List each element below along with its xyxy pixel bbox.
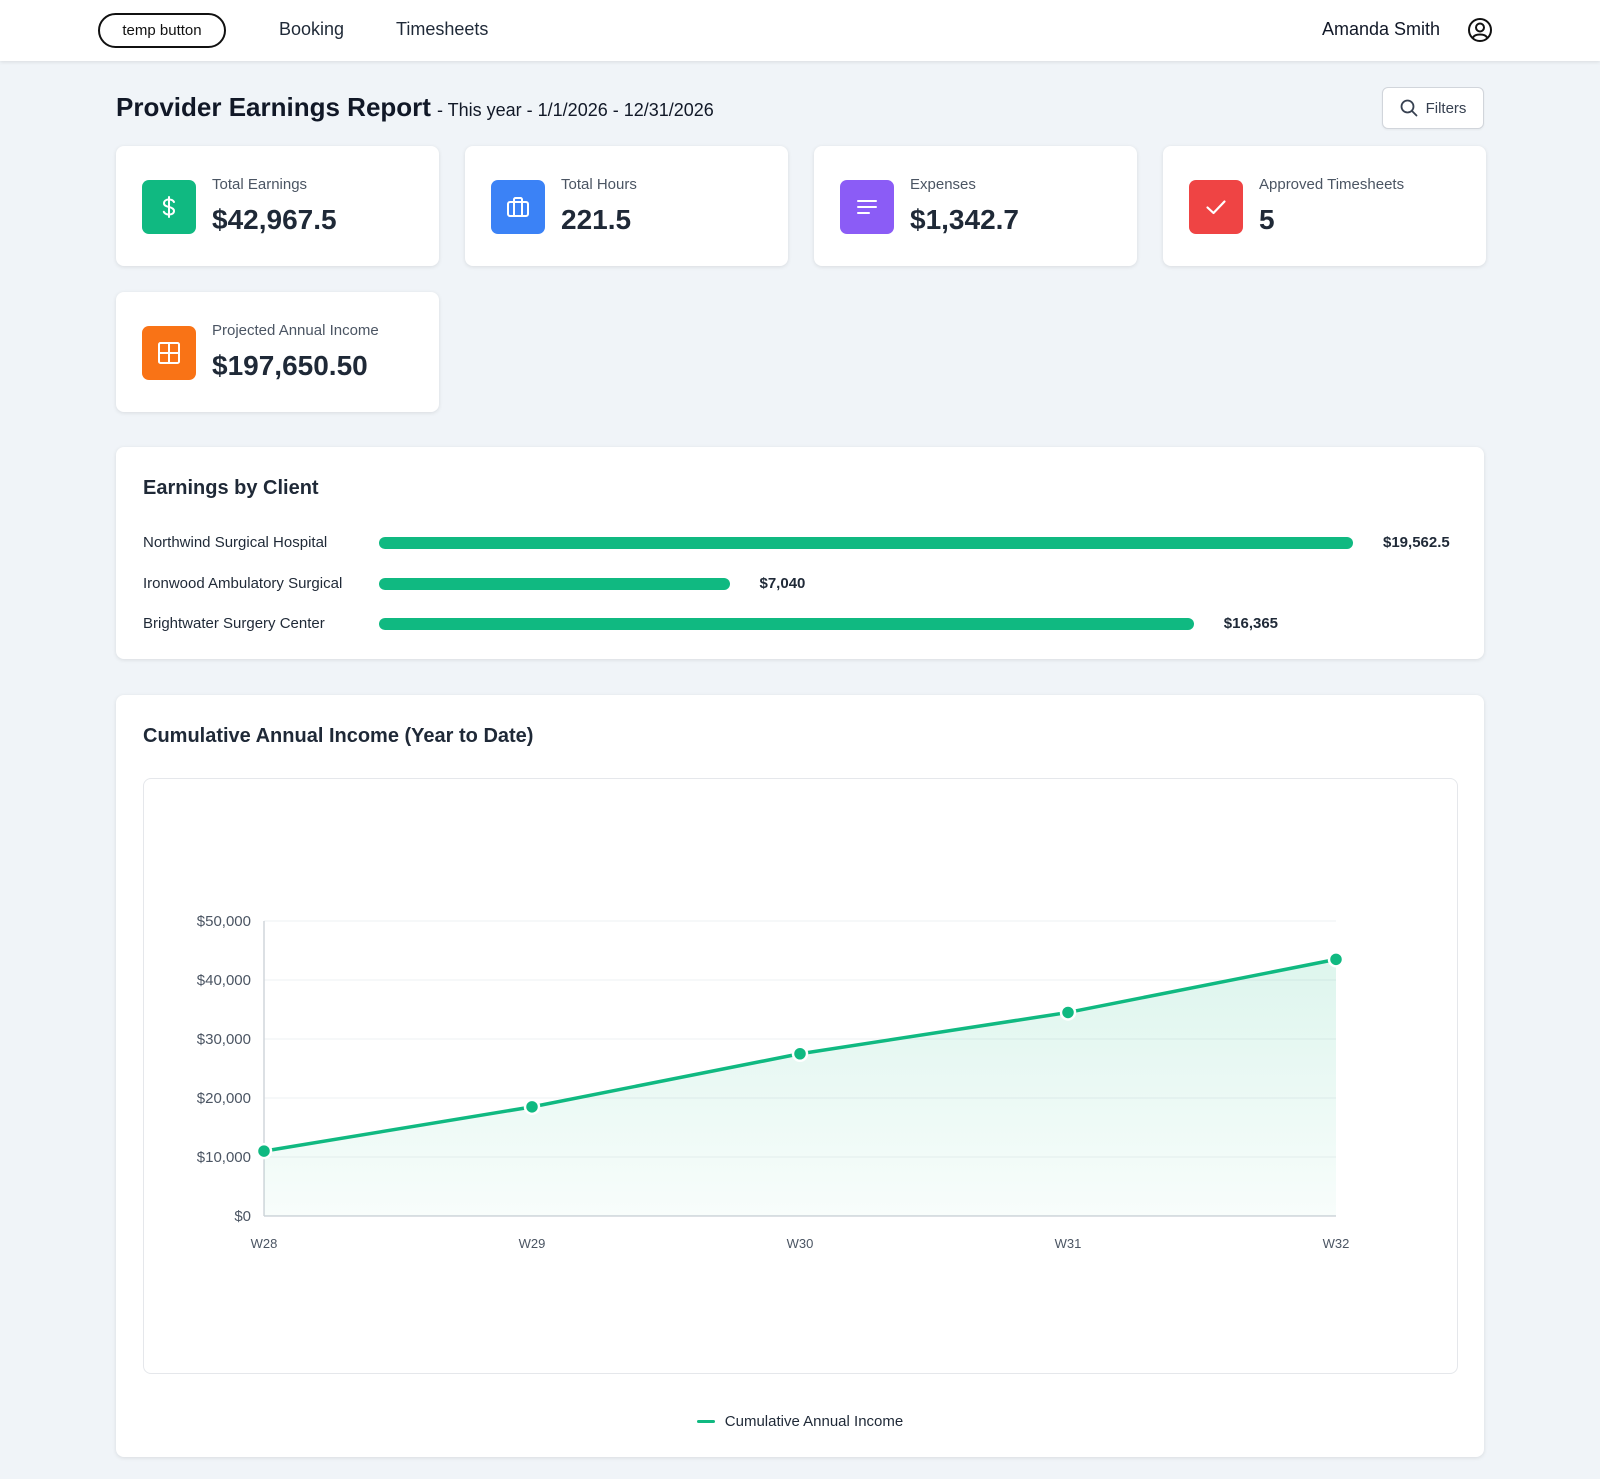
legend-swatch: [696, 1420, 715, 1423]
search-icon: [1400, 99, 1417, 117]
page-title: Provider Earnings Report: [116, 92, 431, 122]
stat-label: Projected Annual Income: [212, 322, 379, 339]
client-row: Northwind Surgical Hospital $19,562.5: [143, 531, 1463, 555]
client-row: Brightwater Surgery Center $16,365: [143, 612, 1463, 636]
stat-label: Total Hours: [561, 176, 637, 193]
client-bar: [379, 537, 1353, 549]
cumulative-income-title: Cumulative Annual Income (Year to Date): [143, 725, 534, 747]
stat-card-expenses: Expenses $1,342.7: [814, 146, 1137, 266]
stat-icon-box: [142, 180, 196, 234]
client-bar-track: [379, 618, 1353, 630]
user-account-icon[interactable]: [1467, 17, 1493, 43]
x-tick-label: W28: [251, 1236, 278, 1251]
client-value: $16,365: [1223, 615, 1279, 632]
grid-icon: [158, 342, 180, 364]
top-navigation-bar: temp button Booking Timesheets Amanda Sm…: [0, 0, 1600, 61]
stat-value: $1,342.7: [910, 204, 1019, 235]
nav-link-timesheets[interactable]: Timesheets: [396, 19, 489, 39]
stat-value: 5: [1259, 204, 1275, 235]
stat-label: Total Earnings: [212, 176, 308, 193]
series-area: [264, 959, 1336, 1216]
stat-label: Approved Timesheets: [1259, 176, 1405, 193]
dollar-icon: [162, 196, 176, 218]
chart-container: $0 $10,000 $20,000 $30,000 $40,000 $50,000 W28…: [143, 778, 1458, 1374]
temp-button[interactable]: temp button: [98, 13, 226, 48]
stat-icon-box: [1189, 180, 1243, 234]
stat-value: 221.5: [561, 204, 632, 235]
filters-button[interactable]: Filters: [1382, 87, 1484, 129]
client-name: Brightwater Surgery Center: [143, 615, 325, 632]
data-point: [523, 1098, 541, 1116]
stat-icon-box: [142, 326, 196, 380]
data-point: [1059, 1004, 1077, 1021]
nav-link-booking[interactable]: Booking: [279, 19, 345, 39]
earnings-by-client-title: Earnings by Client: [143, 477, 319, 499]
check-icon: [1206, 200, 1226, 215]
stat-card-total-earnings: Total Earnings $42,967.5: [116, 146, 439, 266]
stat-card-projected-annual-income: Projected Annual Income $197,650.50: [116, 292, 439, 412]
x-tick-label: W31: [1055, 1236, 1082, 1251]
chart-legend: Cumulative Annual Income: [116, 1413, 1484, 1430]
document-lines-icon: [857, 200, 877, 214]
y-tick-label: $10,000: [197, 1149, 251, 1166]
data-point: [255, 1142, 273, 1160]
client-name: Ironwood Ambulatory Surgical: [143, 575, 343, 592]
client-bar-track: [379, 537, 1353, 549]
page-header: Provider Earnings Report - This year - 1…: [116, 92, 714, 123]
client-bar: [379, 578, 730, 590]
stat-value: $197,650.50: [212, 350, 368, 381]
stat-card-total-hours: Total Hours 221.5: [465, 146, 788, 266]
client-name: Northwind Surgical Hospital: [143, 534, 328, 551]
cumulative-income-panel: Cumulative Annual Income (Year to Date) …: [116, 695, 1484, 1457]
date-range-subtitle: - This year - 1/1/2026 - 12/31/2026: [436, 100, 714, 120]
data-point: [791, 1045, 809, 1062]
filters-label: Filters: [1425, 99, 1467, 117]
stat-label: Expenses: [910, 176, 976, 193]
y-tick-label: $40,000: [197, 972, 251, 989]
earnings-by-client-panel: Earnings by Client Northwind Surgical Ho…: [116, 447, 1484, 659]
client-row: Ironwood Ambulatory Surgical $7,040: [143, 572, 1463, 596]
stat-icon-box: [840, 180, 894, 234]
client-value: $7,040: [759, 575, 806, 592]
x-tick-label: W32: [1323, 1236, 1350, 1251]
y-tick-label: $0: [234, 1208, 251, 1225]
user-name[interactable]: Amanda Smith: [1321, 19, 1440, 39]
client-bar: [379, 618, 1194, 630]
stat-value: $42,967.5: [212, 204, 337, 235]
data-point: [1327, 951, 1345, 968]
y-tick-label: $50,000: [197, 913, 251, 930]
stat-icon-box: [491, 180, 545, 234]
stat-card-approved-timesheets: Approved Timesheets 5: [1163, 146, 1486, 266]
client-bar-track: [379, 578, 1353, 590]
client-value: $19,562.5: [1383, 534, 1450, 551]
legend-label: Cumulative Annual Income: [724, 1413, 904, 1430]
x-tick-label: W29: [519, 1236, 546, 1251]
briefcase-icon: [507, 197, 529, 217]
y-tick-label: $30,000: [197, 1031, 251, 1048]
x-tick-label: W30: [787, 1236, 814, 1251]
cumulative-income-chart: $0 $10,000 $20,000 $30,000 $40,000 $50,000 W28…: [197, 913, 1350, 1251]
y-tick-label: $20,000: [197, 1090, 251, 1107]
